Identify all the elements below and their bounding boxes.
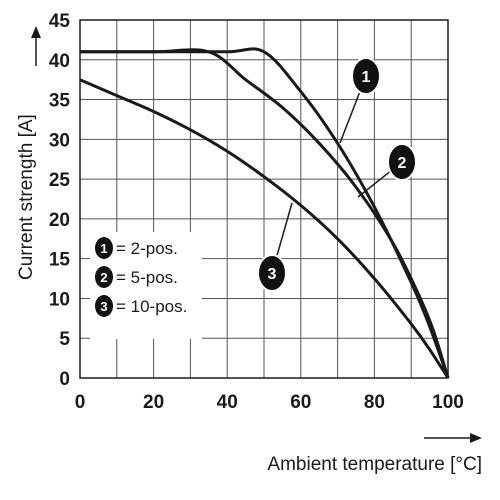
y-tick-label: 15: [49, 250, 71, 271]
callout-1: 1: [339, 57, 381, 144]
legend-item-2: 2 = 5-pos.: [95, 266, 178, 288]
callout-badge: [387, 143, 417, 181]
callout-number: 2: [398, 155, 407, 172]
callout-badge: [257, 254, 287, 292]
series-line-2: [79, 48, 450, 379]
y-tick-label: 10: [49, 289, 70, 310]
plot-frame: [79, 19, 449, 379]
legend-badge-number: 1: [100, 241, 107, 256]
y-tick-labels: 0 5 10 15 20 25 30 35 40 45: [49, 11, 71, 390]
y-tick-label: 40: [49, 51, 70, 72]
legend: 1 = 2-pos. 2 = 5-pos. 3 = 10-pos.: [90, 232, 202, 339]
legend-item-3: 3 = 10-pos.: [95, 295, 187, 317]
y-tick-label: 5: [59, 329, 70, 350]
legend-label: = 2-pos.: [116, 239, 178, 258]
x-tick-label: 100: [432, 392, 464, 413]
series-line-3: [79, 78, 450, 379]
x-tick-label: 0: [75, 392, 86, 413]
y-tick-label: 20: [49, 210, 70, 231]
y-axis-arrow-icon: [31, 26, 41, 66]
callout-badge: [351, 57, 381, 95]
series-layer: [79, 47, 450, 379]
y-tick-label: 25: [49, 170, 71, 191]
callout-2: 2: [357, 143, 417, 198]
x-axis-arrow-icon: [424, 433, 482, 443]
callout-number: 1: [362, 69, 371, 86]
plot-border: [79, 19, 449, 379]
legend-badge-number: 2: [100, 270, 107, 285]
callout-3: 3: [257, 202, 293, 292]
y-axis-label: Current strength [A]: [16, 114, 37, 280]
x-tick-label: 60: [290, 392, 311, 413]
legend-label: = 5-pos.: [116, 268, 178, 287]
series-line-1: [79, 47, 450, 379]
y-tick-label: 30: [49, 130, 70, 151]
legend-badge-number: 3: [100, 299, 107, 314]
y-tick-label: 0: [59, 369, 70, 390]
x-tick-label: 40: [217, 392, 238, 413]
series-callouts: 1 2 3: [257, 57, 417, 292]
y-tick-label: 35: [49, 91, 71, 112]
x-tick-labels: 0 20 40 60 80 100: [75, 392, 464, 413]
legend-badge: [95, 266, 113, 288]
legend-badge: [95, 295, 113, 317]
legend-item-1: 1 = 2-pos.: [95, 237, 178, 259]
x-tick-label: 20: [143, 392, 164, 413]
x-axis-label: Ambient temperature [°C]: [267, 454, 482, 475]
callout-number: 3: [268, 266, 277, 283]
x-tick-label: 80: [364, 392, 385, 413]
y-tick-label: 45: [49, 11, 71, 32]
legend-label: = 10-pos.: [116, 297, 187, 316]
legend-badge: [95, 237, 113, 259]
